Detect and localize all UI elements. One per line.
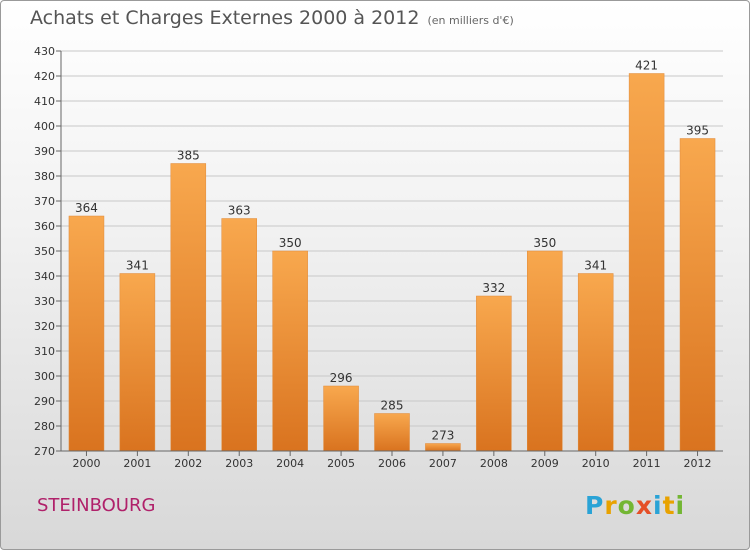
y-tick-label: 290 <box>34 395 55 408</box>
y-tick-label: 330 <box>34 295 55 308</box>
y-tick-label: 380 <box>34 170 55 183</box>
logo-letter: x <box>635 491 653 520</box>
bar-value-label: 350 <box>279 236 302 250</box>
logo-letter: o <box>617 491 636 520</box>
y-tick-label: 400 <box>34 120 55 133</box>
x-tick-label: 2005 <box>327 457 355 470</box>
y-tick-label: 310 <box>34 345 55 358</box>
commune-name: STEINBOURG <box>37 495 156 516</box>
x-tick-label: 2000 <box>72 457 100 470</box>
x-tick-label: 2004 <box>276 457 304 470</box>
chart-title-text: Achats et Charges Externes 2000 à 2012 <box>30 7 420 29</box>
y-tick-label: 320 <box>34 320 55 333</box>
y-tick-label: 410 <box>34 95 55 108</box>
x-tick-label: 2001 <box>123 457 151 470</box>
bar <box>323 385 359 452</box>
x-tick-label: 2003 <box>225 457 253 470</box>
logo-letter: t <box>662 491 676 520</box>
bar <box>527 250 563 452</box>
bar-value-label: 332 <box>482 281 505 295</box>
x-tick-label: 2011 <box>633 457 661 470</box>
logo-letter: i <box>653 491 663 520</box>
bar-value-label: 395 <box>686 124 709 138</box>
logo-letter: r <box>604 491 618 520</box>
bar <box>221 218 257 452</box>
y-tick-label: 430 <box>34 45 55 58</box>
bar-value-label: 341 <box>584 259 607 273</box>
bar <box>476 295 512 452</box>
y-tick-label: 270 <box>34 445 55 458</box>
bar-value-label: 363 <box>228 204 251 218</box>
x-tick-label: 2007 <box>429 457 457 470</box>
y-tick-label: 340 <box>34 270 55 283</box>
bar-value-label: 385 <box>177 149 200 163</box>
chart-title: Achats et Charges Externes 2000 à 2012 (e… <box>30 7 514 29</box>
x-tick-label: 2006 <box>378 457 406 470</box>
bar <box>679 138 716 452</box>
y-tick-label: 350 <box>34 245 55 258</box>
y-tick-label: 370 <box>34 195 55 208</box>
x-tick-label: 2009 <box>531 457 559 470</box>
y-tick-label: 360 <box>34 220 55 233</box>
proxiti-logo: Proxiti <box>585 491 685 520</box>
logo-letter: i <box>675 491 686 520</box>
x-tick-label: 2002 <box>174 457 202 470</box>
bar <box>119 273 156 452</box>
bar-value-label: 273 <box>431 429 454 443</box>
x-tick-label: 2010 <box>582 457 610 470</box>
bar-value-label: 421 <box>635 59 658 73</box>
y-tick-label: 420 <box>34 70 55 83</box>
bar <box>272 250 308 452</box>
bar <box>68 215 105 452</box>
bar-value-label: 296 <box>330 371 353 385</box>
y-tick-label: 300 <box>34 370 55 383</box>
unit-label: (en milliers d'€) <box>427 14 514 27</box>
bar-value-label: 285 <box>381 399 404 413</box>
logo-letter: P <box>585 491 605 520</box>
y-tick-label: 390 <box>34 145 55 158</box>
x-tick-label: 2012 <box>684 457 712 470</box>
bar-value-label: 364 <box>75 201 98 215</box>
bar <box>425 443 461 452</box>
bar <box>628 73 665 452</box>
bar-value-label: 341 <box>126 259 149 273</box>
bar <box>170 163 207 452</box>
bar <box>577 273 614 452</box>
y-tick-label: 280 <box>34 420 55 433</box>
bar <box>374 413 410 452</box>
x-tick-label: 2008 <box>480 457 508 470</box>
bar-value-label: 350 <box>533 236 556 250</box>
